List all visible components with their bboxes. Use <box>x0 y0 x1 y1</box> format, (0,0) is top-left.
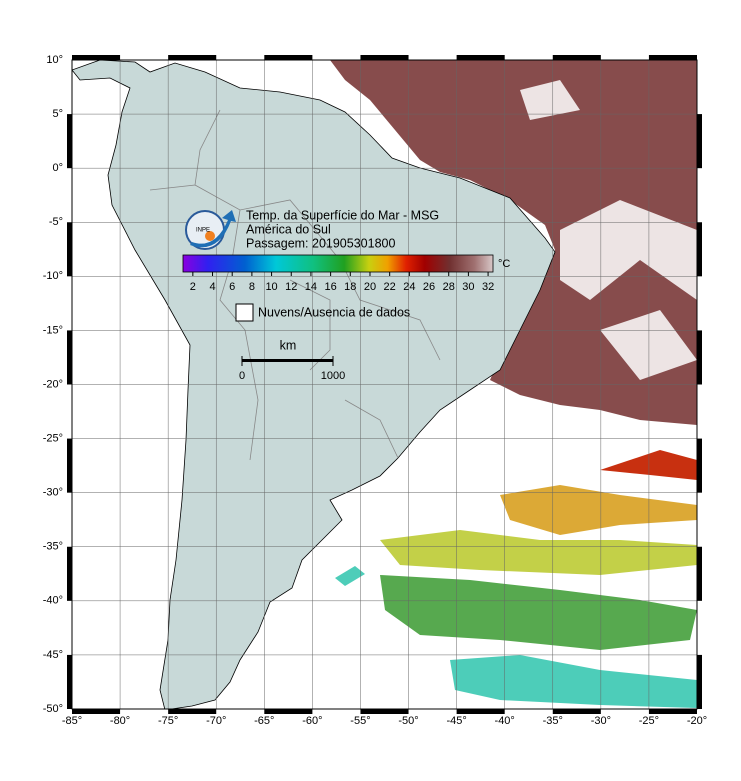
frame-segment <box>67 546 72 601</box>
lon-label: -60° <box>302 715 322 727</box>
lon-label: -45° <box>446 715 466 727</box>
colorbar-tick-label: 6 <box>229 281 235 293</box>
frame-segment <box>697 114 702 169</box>
frame-segment <box>697 654 702 709</box>
colorbar-tick-label: 16 <box>324 281 336 293</box>
map-area <box>72 60 697 709</box>
frame-segment <box>264 709 313 714</box>
frame-segment <box>67 222 72 277</box>
lat-label: 5° <box>52 108 63 120</box>
lat-label: -45° <box>43 649 63 661</box>
lon-label: -65° <box>254 715 274 727</box>
colorbar-tick-label: 12 <box>285 281 297 293</box>
frame-segment <box>264 55 313 60</box>
lat-label: -50° <box>43 703 63 715</box>
frame-segment <box>552 55 601 60</box>
lat-label: -40° <box>43 595 63 607</box>
colorbar-tick-label: 32 <box>482 281 494 293</box>
logo-sun <box>205 231 215 241</box>
frame-segment <box>67 330 72 385</box>
graticule <box>72 60 697 709</box>
scale-label: 1000 <box>321 370 345 382</box>
colorbar-unit: °C <box>498 258 510 270</box>
colorbar-tick-label: 18 <box>344 281 356 293</box>
lat-label: -30° <box>43 487 63 499</box>
lon-label: -25° <box>639 715 659 727</box>
lat-label: 10° <box>46 54 63 66</box>
frame-segment <box>72 55 121 60</box>
colorbar-tick-label: 14 <box>305 281 317 293</box>
colorbar-tick-label: 26 <box>423 281 435 293</box>
scale-label: 0 <box>239 370 245 382</box>
frame-segment <box>168 709 217 714</box>
colorbar-tick-label: 8 <box>249 281 255 293</box>
colorbar-tick-label: 30 <box>462 281 474 293</box>
lon-label: -85° <box>62 715 82 727</box>
logo-text: INPE <box>196 228 210 234</box>
frame-segment <box>72 709 121 714</box>
lon-label: -35° <box>543 715 563 727</box>
frame-segment <box>648 709 697 714</box>
frame-segment <box>697 330 702 385</box>
subtitle: América do Sul <box>246 222 331 236</box>
frame-segment <box>456 709 505 714</box>
lon-label: -75° <box>158 715 178 727</box>
scale-bar: 0 1000 <box>239 356 345 382</box>
axis-labels: -85° -80° -75° -70° -65° -60° -55° -50° -45° -40°… <box>43 54 707 727</box>
lon-label: -30° <box>591 715 611 727</box>
frame-segment <box>697 222 702 277</box>
lon-label: -50° <box>398 715 418 727</box>
frame-segment <box>67 114 72 169</box>
colorbar-tick-label: 2 <box>190 281 196 293</box>
logo-arrow <box>190 210 236 248</box>
sst-gaps <box>520 80 697 380</box>
frame-segment <box>67 438 72 493</box>
colorbar-tick-label: 10 <box>265 281 277 293</box>
colorbar-tick-label: 24 <box>403 281 415 293</box>
colorbar-tick-label: 20 <box>364 281 376 293</box>
frame-segment <box>67 654 72 709</box>
legend-swatch <box>235 303 254 322</box>
title: Temp. da Superfície do Mar - MSG <box>246 208 439 222</box>
lat-label: -25° <box>43 432 63 444</box>
colorbar-tick-label: 4 <box>209 281 215 293</box>
frame-segment <box>360 709 409 714</box>
lon-label: -20° <box>687 715 707 727</box>
frame-segment <box>456 55 505 60</box>
scale-unit: km <box>280 338 297 352</box>
lat-label: -15° <box>43 324 63 336</box>
pass-time: Passagem: 201905301800 <box>246 236 395 250</box>
lat-label: 0° <box>52 162 63 174</box>
title-block: INPE Temp. da Superfície do Mar - MSG Am… <box>185 208 439 250</box>
frame-segment <box>360 55 409 60</box>
legend-label: Nuvens/Ausencia de dados <box>258 305 410 319</box>
colorbar <box>182 254 494 273</box>
lat-label: -35° <box>43 541 63 553</box>
lon-label: -40° <box>495 715 515 727</box>
lon-label: -80° <box>110 715 130 727</box>
lat-label: -5° <box>49 216 63 228</box>
sst-yellow <box>380 530 697 575</box>
lat-label: -20° <box>43 378 63 390</box>
colorbar-ticks: 2 4 6 8 10 12 14 16 18 20 22 24 26 28 30 32 <box>190 272 494 293</box>
frame-segment <box>697 438 702 493</box>
frame-segment <box>168 55 217 60</box>
frame-segment <box>648 55 697 60</box>
lon-label: -70° <box>206 715 226 727</box>
scale-bar-body <box>242 359 333 362</box>
frame-segment <box>552 709 601 714</box>
lat-label: -10° <box>43 270 63 282</box>
frame-segment <box>697 546 702 601</box>
sst-green <box>380 575 697 650</box>
colorbar-tick-label: 28 <box>443 281 455 293</box>
colorbar-tick-label: 22 <box>384 281 396 293</box>
sst-red <box>600 450 697 480</box>
sst-teal <box>335 566 697 708</box>
lon-label: -55° <box>350 715 370 727</box>
sst-orange <box>500 485 697 535</box>
